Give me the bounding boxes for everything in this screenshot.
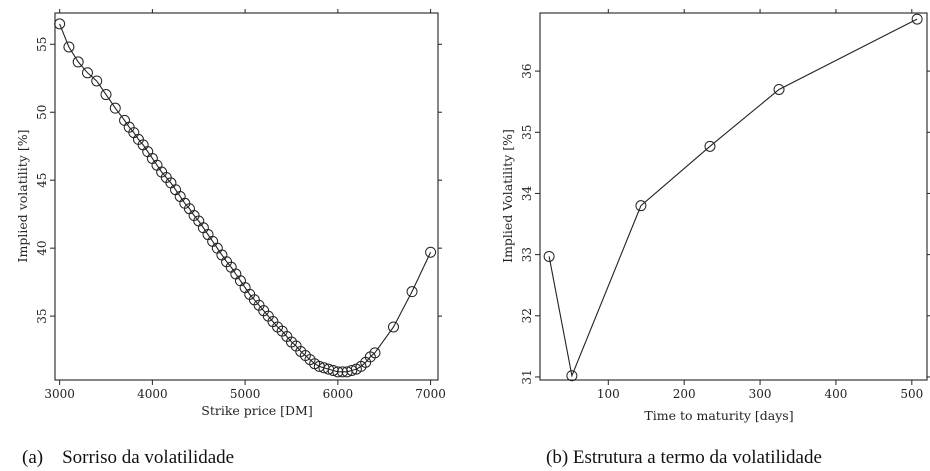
x-tick-label: 200 (673, 387, 696, 401)
data-point (566, 370, 578, 382)
data-point (54, 18, 66, 30)
data-point (635, 200, 647, 212)
data-point (704, 140, 716, 152)
x-axis-label: Strike price [DM] (201, 403, 312, 418)
x-tick-label: 4000 (137, 387, 168, 401)
data-point (406, 286, 418, 298)
x-tick-labels: 3000 4000 5000 6000 7000 (44, 387, 445, 401)
caption-b: (b) Estrutura a termo da volatilidade (546, 447, 822, 468)
x-tick-label: 6000 (323, 387, 354, 401)
data-point (72, 56, 84, 68)
x-tick-label: 300 (749, 387, 772, 401)
data-point (91, 75, 103, 87)
y-axis-label: Implied Volatility [%] (500, 129, 515, 263)
data-point (387, 321, 399, 333)
tick-marks (535, 9, 930, 385)
data-point (543, 250, 555, 262)
data-point (911, 13, 923, 25)
data-point (63, 41, 75, 53)
series-markers (543, 13, 923, 382)
x-tick-label: 5000 (230, 387, 261, 401)
y-tick-label: 40 (35, 241, 49, 256)
plot-frame (539, 12, 928, 381)
x-tick-label: 500 (900, 387, 923, 401)
data-point (773, 83, 785, 95)
volatility-term-structure-chart: 100 200 300 400 500 31 32 33 34 35 36 Time to mat… (500, 9, 930, 468)
y-tick-label: 55 (35, 37, 49, 52)
data-point (332, 366, 344, 378)
y-tick-label: 35 (35, 308, 49, 323)
caption-a: (a) Sorriso da volatilidade (22, 447, 234, 468)
y-tick-label: 33 (520, 247, 534, 262)
y-tick-labels: 31 32 33 34 35 36 (520, 63, 534, 384)
x-tick-label: 3000 (44, 387, 75, 401)
y-tick-label: 35 (520, 125, 534, 140)
data-point (100, 89, 112, 101)
y-tick-label: 36 (520, 63, 534, 78)
y-tick-label: 32 (520, 308, 534, 323)
data-point (327, 364, 339, 376)
series-line (59, 23, 432, 373)
x-tick-labels: 100 200 300 400 500 (597, 387, 923, 401)
plot-frame (54, 12, 439, 381)
x-axis-label: Time to maturity [days] (644, 408, 793, 423)
x-tick-label: 7000 (415, 387, 446, 401)
y-axis-label: Implied volatility [%] (15, 130, 30, 263)
x-tick-label: 100 (597, 387, 620, 401)
y-tick-label: 50 (35, 105, 49, 120)
data-point (81, 67, 93, 79)
volatility-smile-chart: 3000 4000 5000 6000 7000 35 40 45 50 55 Strike p… (15, 9, 446, 468)
data-point (369, 347, 381, 359)
x-tick-label: 400 (824, 387, 847, 401)
y-tick-labels: 35 40 45 50 55 (35, 37, 49, 324)
data-point (336, 366, 348, 378)
series-line (548, 18, 918, 378)
y-tick-label: 31 (520, 369, 534, 384)
series-markers (54, 18, 437, 378)
data-point (346, 364, 358, 376)
data-point (425, 246, 437, 258)
y-tick-label: 45 (35, 173, 49, 188)
y-tick-label: 34 (520, 185, 534, 201)
data-point (109, 102, 121, 114)
tick-marks (50, 9, 442, 385)
